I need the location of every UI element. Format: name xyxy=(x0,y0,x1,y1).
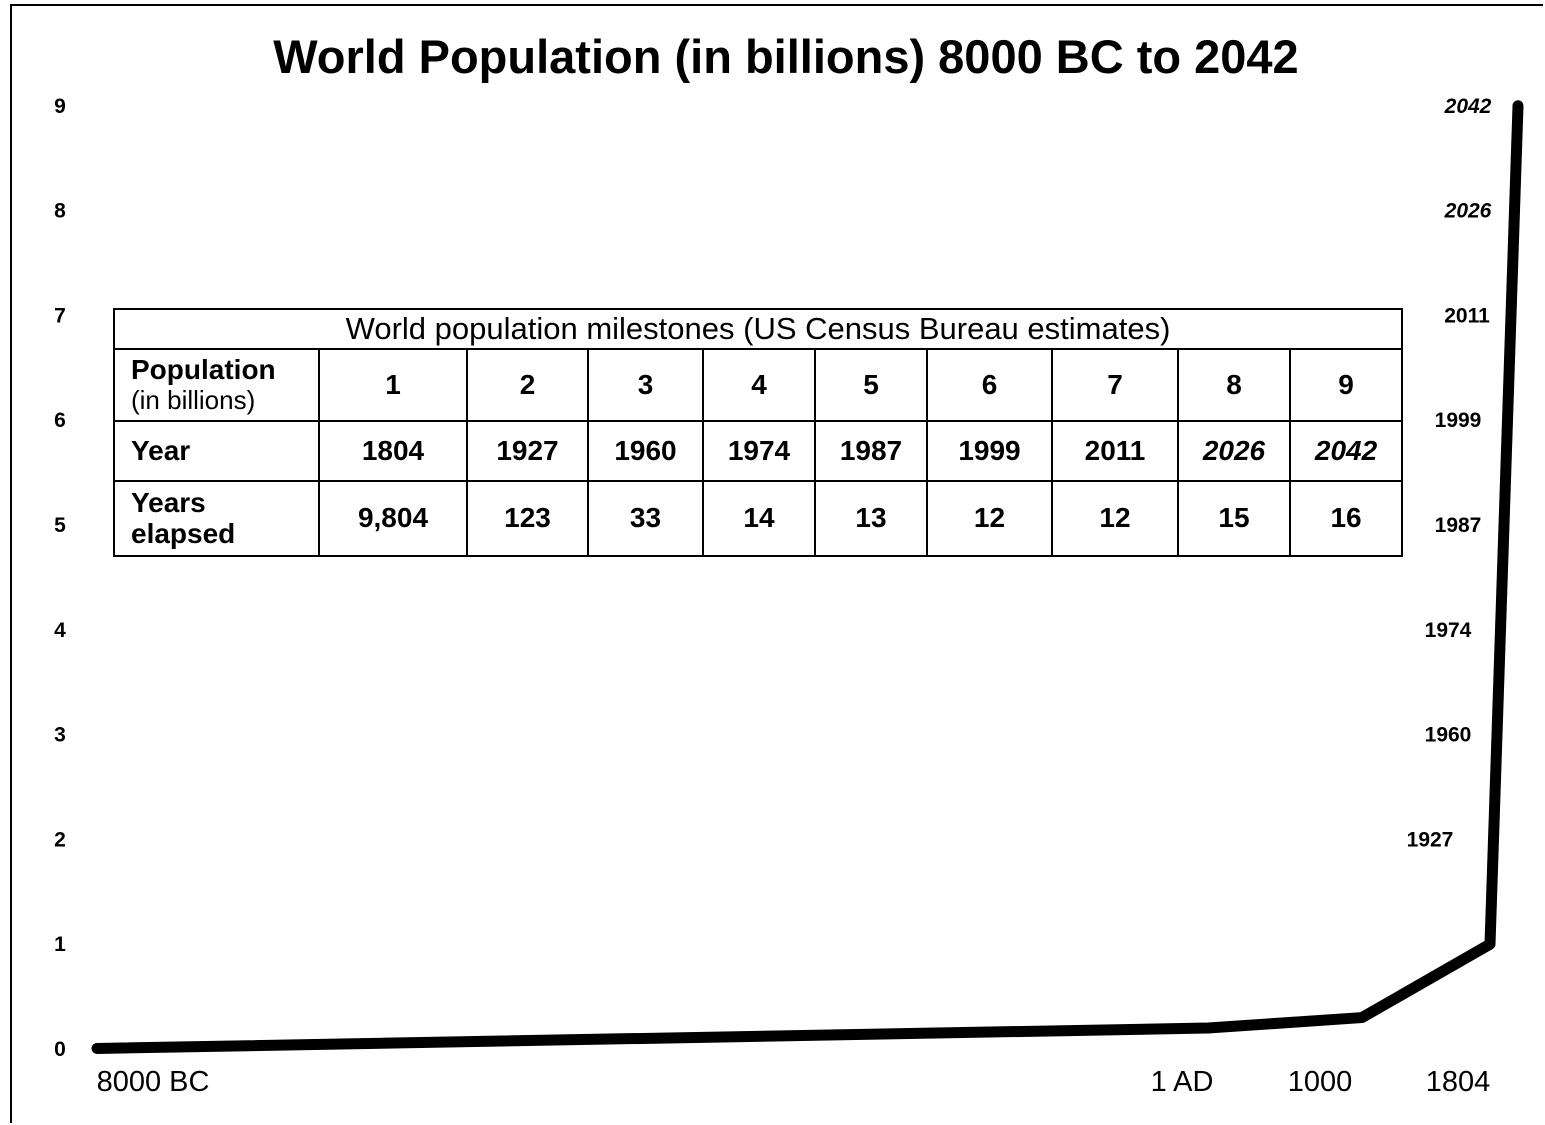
population-data-point xyxy=(1207,1027,1209,1029)
population-data-point xyxy=(1361,1017,1363,1019)
milestone-year-label: 1987 xyxy=(1435,514,1482,537)
elapsed-cell: 16 xyxy=(1288,480,1404,557)
x-axis-ticks: 8000 BC 1 AD 1000 1804 xyxy=(97,1066,1491,1098)
y-axis-ticks: 0 1 2 3 4 5 6 7 8 9 xyxy=(54,95,66,1061)
population-data-point xyxy=(1489,943,1491,945)
x-tick-label: 1804 xyxy=(1426,1066,1491,1098)
population-data-point xyxy=(96,1047,98,1049)
y-tick-label: 5 xyxy=(54,514,66,537)
year-cell: 1999 xyxy=(926,420,1053,483)
elapsed-header-line1: Years xyxy=(131,486,206,518)
population-cell: 5 xyxy=(814,347,928,423)
elapsed-cell: 123 xyxy=(466,480,589,557)
population-cell: 8 xyxy=(1177,347,1291,423)
population-cell: 6 xyxy=(926,347,1053,423)
y-tick-label: 9 xyxy=(54,95,66,118)
milestone-year-label: 2011 xyxy=(1444,304,1490,327)
y-tick-label: 2 xyxy=(54,828,66,851)
milestone-year-label: 1960 xyxy=(1425,724,1472,747)
year-cell: 1804 xyxy=(318,420,468,483)
milestone-year-label: 2042 xyxy=(1444,95,1492,118)
elapsed-cell: 13 xyxy=(814,480,928,557)
population-data-point xyxy=(1517,105,1519,107)
x-tick-label: 1000 xyxy=(1288,1066,1353,1098)
elapsed-cell: 12 xyxy=(1051,480,1179,557)
y-tick-label: 3 xyxy=(54,724,66,747)
population-cell: 9 xyxy=(1288,347,1404,423)
milestone-year-label: 1999 xyxy=(1435,409,1482,432)
y-tick-label: 6 xyxy=(54,409,66,432)
chart-frame xyxy=(10,4,1543,1123)
milestone-year-label: 2026 xyxy=(1444,200,1492,223)
elapsed-header-line2: elapsed xyxy=(131,517,236,549)
population-cell: 3 xyxy=(587,347,704,423)
chart-title: World Population (in billions) 8000 BC t… xyxy=(273,30,1298,83)
year-header: Year xyxy=(113,420,320,483)
population-header: Population (in billions) xyxy=(113,347,320,423)
population-row: Population (in billions) 1 2 3 4 5 6 7 8… xyxy=(113,347,1404,423)
milestones-table: World population milestones (US Census B… xyxy=(112,308,1404,557)
year-cell-projected: 2026 xyxy=(1177,420,1291,483)
elapsed-row: Years elapsed 9,804 123 33 14 13 12 12 1… xyxy=(113,480,1404,557)
population-cell: 1 xyxy=(318,347,468,423)
year-cell: 1927 xyxy=(466,420,589,483)
population-cell: 2 xyxy=(466,347,589,423)
table-caption: World population milestones (US Census B… xyxy=(112,308,1404,350)
year-row: Year 1804 1927 1960 1974 1987 1999 2011 … xyxy=(113,420,1404,483)
series-layer xyxy=(91,100,1524,1054)
milestone-year-label: 1974 xyxy=(1425,619,1472,642)
elapsed-cell: 9,804 xyxy=(318,480,468,557)
population-series-line xyxy=(91,100,1524,1054)
elapsed-header: Years elapsed xyxy=(113,480,320,557)
year-cell: 2011 xyxy=(1051,420,1179,483)
y-tick-label: 4 xyxy=(54,619,66,642)
elapsed-cell: 14 xyxy=(702,480,816,557)
year-cell: 1974 xyxy=(702,420,816,483)
year-cell: 1960 xyxy=(587,420,704,483)
y-tick-label: 7 xyxy=(54,304,66,327)
x-tick-label: 8000 BC xyxy=(97,1066,210,1098)
y-tick-label: 1 xyxy=(54,933,66,956)
elapsed-cell: 12 xyxy=(926,480,1053,557)
x-tick-label: 1 AD xyxy=(1151,1066,1214,1098)
milestone-labels: 1927 1960 1974 1987 1999 2011 2026 2042 xyxy=(1407,95,1492,852)
y-tick-label: 8 xyxy=(54,200,66,223)
year-cell: 1987 xyxy=(814,420,928,483)
year-cell-projected: 2042 xyxy=(1288,420,1404,483)
population-header-label: Population xyxy=(131,354,276,386)
population-cell: 7 xyxy=(1051,347,1179,423)
population-cell: 4 xyxy=(702,347,816,423)
y-tick-label: 0 xyxy=(54,1038,66,1061)
elapsed-cell: 15 xyxy=(1177,480,1291,557)
elapsed-cell: 33 xyxy=(587,480,704,557)
population-header-unit: (in billions) xyxy=(131,385,256,416)
milestone-year-label: 1927 xyxy=(1407,828,1454,851)
